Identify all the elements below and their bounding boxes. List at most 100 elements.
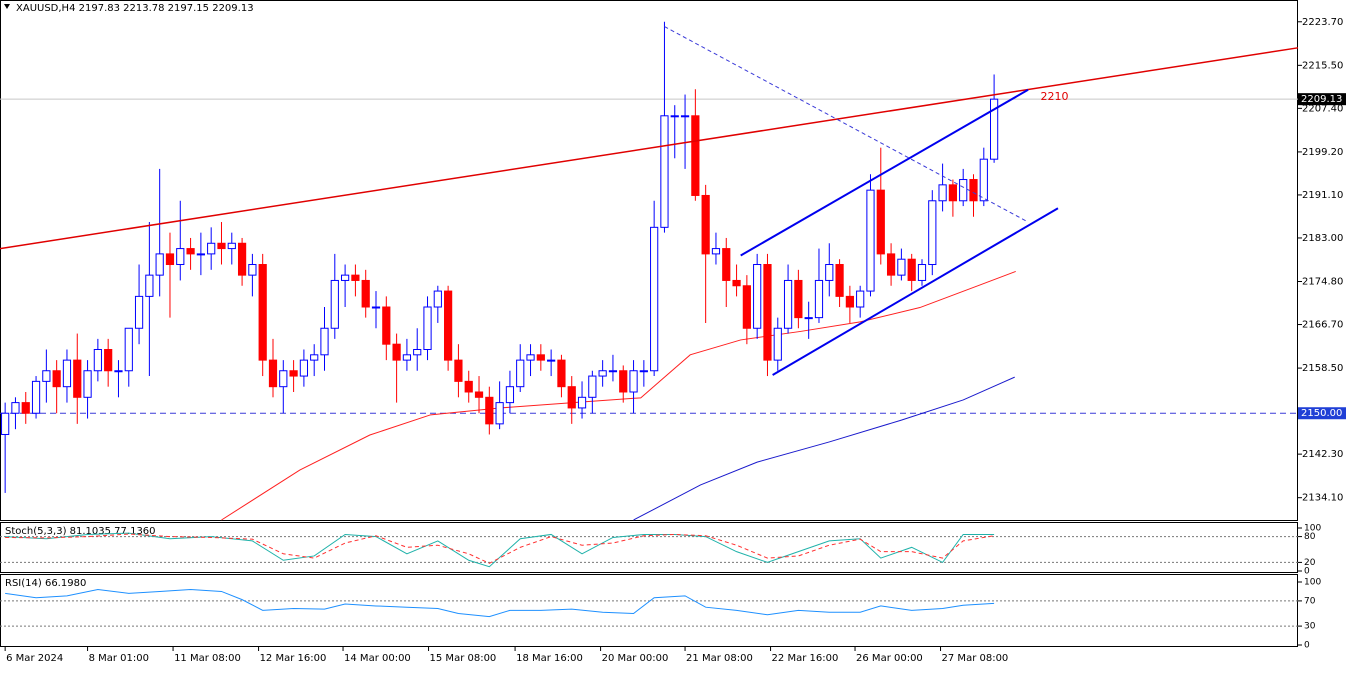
candle-body <box>361 279 370 308</box>
candle-body <box>866 189 875 292</box>
candle-body <box>31 380 41 414</box>
candle-body <box>588 375 597 398</box>
x-tick-label: 8 Mar 01:00 <box>89 653 149 664</box>
x-tick-label: 15 Mar 08:00 <box>430 653 497 664</box>
candle-body <box>464 380 473 393</box>
candle-body <box>660 115 669 228</box>
candle-body <box>351 274 360 281</box>
trend-line <box>740 88 1029 257</box>
y-tick-label: 2215.50 <box>1302 60 1343 71</box>
y-tick-label: 0 <box>1304 641 1310 651</box>
candle-body <box>773 327 782 361</box>
candle-body <box>763 264 772 361</box>
trend-line <box>0 47 1299 250</box>
y-tick-label: 70 <box>1304 596 1316 606</box>
candle-body <box>670 115 679 118</box>
candle-body <box>989 98 999 160</box>
candle-body <box>237 242 247 276</box>
candle-body <box>804 317 813 320</box>
candle-body <box>104 348 113 372</box>
candle-body <box>145 274 154 297</box>
candle-body <box>485 396 494 425</box>
candle-body <box>711 248 721 255</box>
y-tick-label: 100 <box>1304 578 1321 588</box>
candle-body <box>856 290 865 308</box>
candle-body <box>917 264 927 281</box>
candle-body <box>577 396 587 409</box>
candle-body <box>279 370 288 388</box>
candle-body <box>299 359 309 377</box>
x-tick-label: 12 Mar 16:00 <box>260 653 327 664</box>
candle-body <box>11 402 20 414</box>
candle-body <box>619 370 628 393</box>
candle-body <box>639 370 648 373</box>
trend-line <box>772 207 1059 376</box>
candle-body <box>732 279 741 287</box>
candle-body <box>814 279 824 319</box>
x-tick-label: 11 Mar 08:00 <box>174 653 241 664</box>
candle-body <box>1 412 10 435</box>
candle-body <box>207 242 216 255</box>
candle-body <box>186 248 195 255</box>
y-tick-label: 2134.10 <box>1302 493 1343 504</box>
candle-body <box>753 264 762 329</box>
candle-body <box>196 253 205 256</box>
candle-body <box>134 295 144 329</box>
candle-body <box>444 290 453 361</box>
candle-body <box>505 386 515 404</box>
candle-body <box>948 184 958 202</box>
moving-average <box>221 270 1016 521</box>
y-tick-label: 2142.30 <box>1302 449 1343 460</box>
price-label: 2209.13 <box>1301 94 1342 105</box>
candle-body <box>392 343 401 361</box>
candle-body <box>248 264 257 276</box>
candle-body <box>371 306 381 309</box>
candle-body <box>423 306 432 350</box>
trend-line <box>664 26 1029 223</box>
x-tick-label: 18 Mar 16:00 <box>516 653 583 664</box>
candle-body <box>21 402 30 414</box>
candle-body <box>742 285 751 329</box>
candle-body <box>598 370 607 377</box>
y-tick-label: 80 <box>1304 532 1316 542</box>
y-tick-label: 20 <box>1304 558 1316 568</box>
y-tick-label: 2166.70 <box>1302 320 1343 331</box>
rsi-frame <box>0 574 1298 647</box>
candle-body <box>310 354 319 361</box>
candle-body <box>722 248 731 281</box>
candle-body <box>557 359 566 388</box>
candle-body <box>165 253 175 266</box>
x-tick-label: 27 Mar 08:00 <box>942 653 1009 664</box>
candle-body <box>340 274 350 281</box>
candle-body <box>516 359 525 388</box>
candle-body <box>289 370 298 377</box>
candle-body <box>258 264 267 361</box>
moving-average <box>633 376 1015 521</box>
candle-body <box>73 359 82 398</box>
candle-body <box>876 189 885 255</box>
candle-body <box>382 306 391 345</box>
indicator-line <box>5 532 995 568</box>
candle-body <box>320 327 329 356</box>
x-tick-label: 14 Mar 00:00 <box>344 653 411 664</box>
candle-body <box>402 354 412 361</box>
candle-body <box>680 115 690 118</box>
candle-body <box>217 242 226 250</box>
candle-body <box>124 327 133 372</box>
chart-title: XAUUSD,H4 2197.83 2213.78 2197.15 2209.1… <box>16 3 254 14</box>
candle-body <box>897 258 906 276</box>
candle-body <box>938 184 947 202</box>
y-tick-label: 2199.20 <box>1302 147 1343 158</box>
y-tick-label: 2183.00 <box>1302 233 1343 244</box>
candle-body <box>413 348 422 356</box>
annotation: 2210 <box>1040 90 1068 103</box>
support-tag <box>1298 407 1346 420</box>
candle-body <box>567 386 576 409</box>
candle-body <box>42 370 51 382</box>
stoch-frame <box>0 522 1298 573</box>
y-tick-label: 0 <box>1304 567 1310 577</box>
candle-body <box>825 264 834 281</box>
candle-body <box>83 370 92 398</box>
candle-body <box>959 179 968 202</box>
